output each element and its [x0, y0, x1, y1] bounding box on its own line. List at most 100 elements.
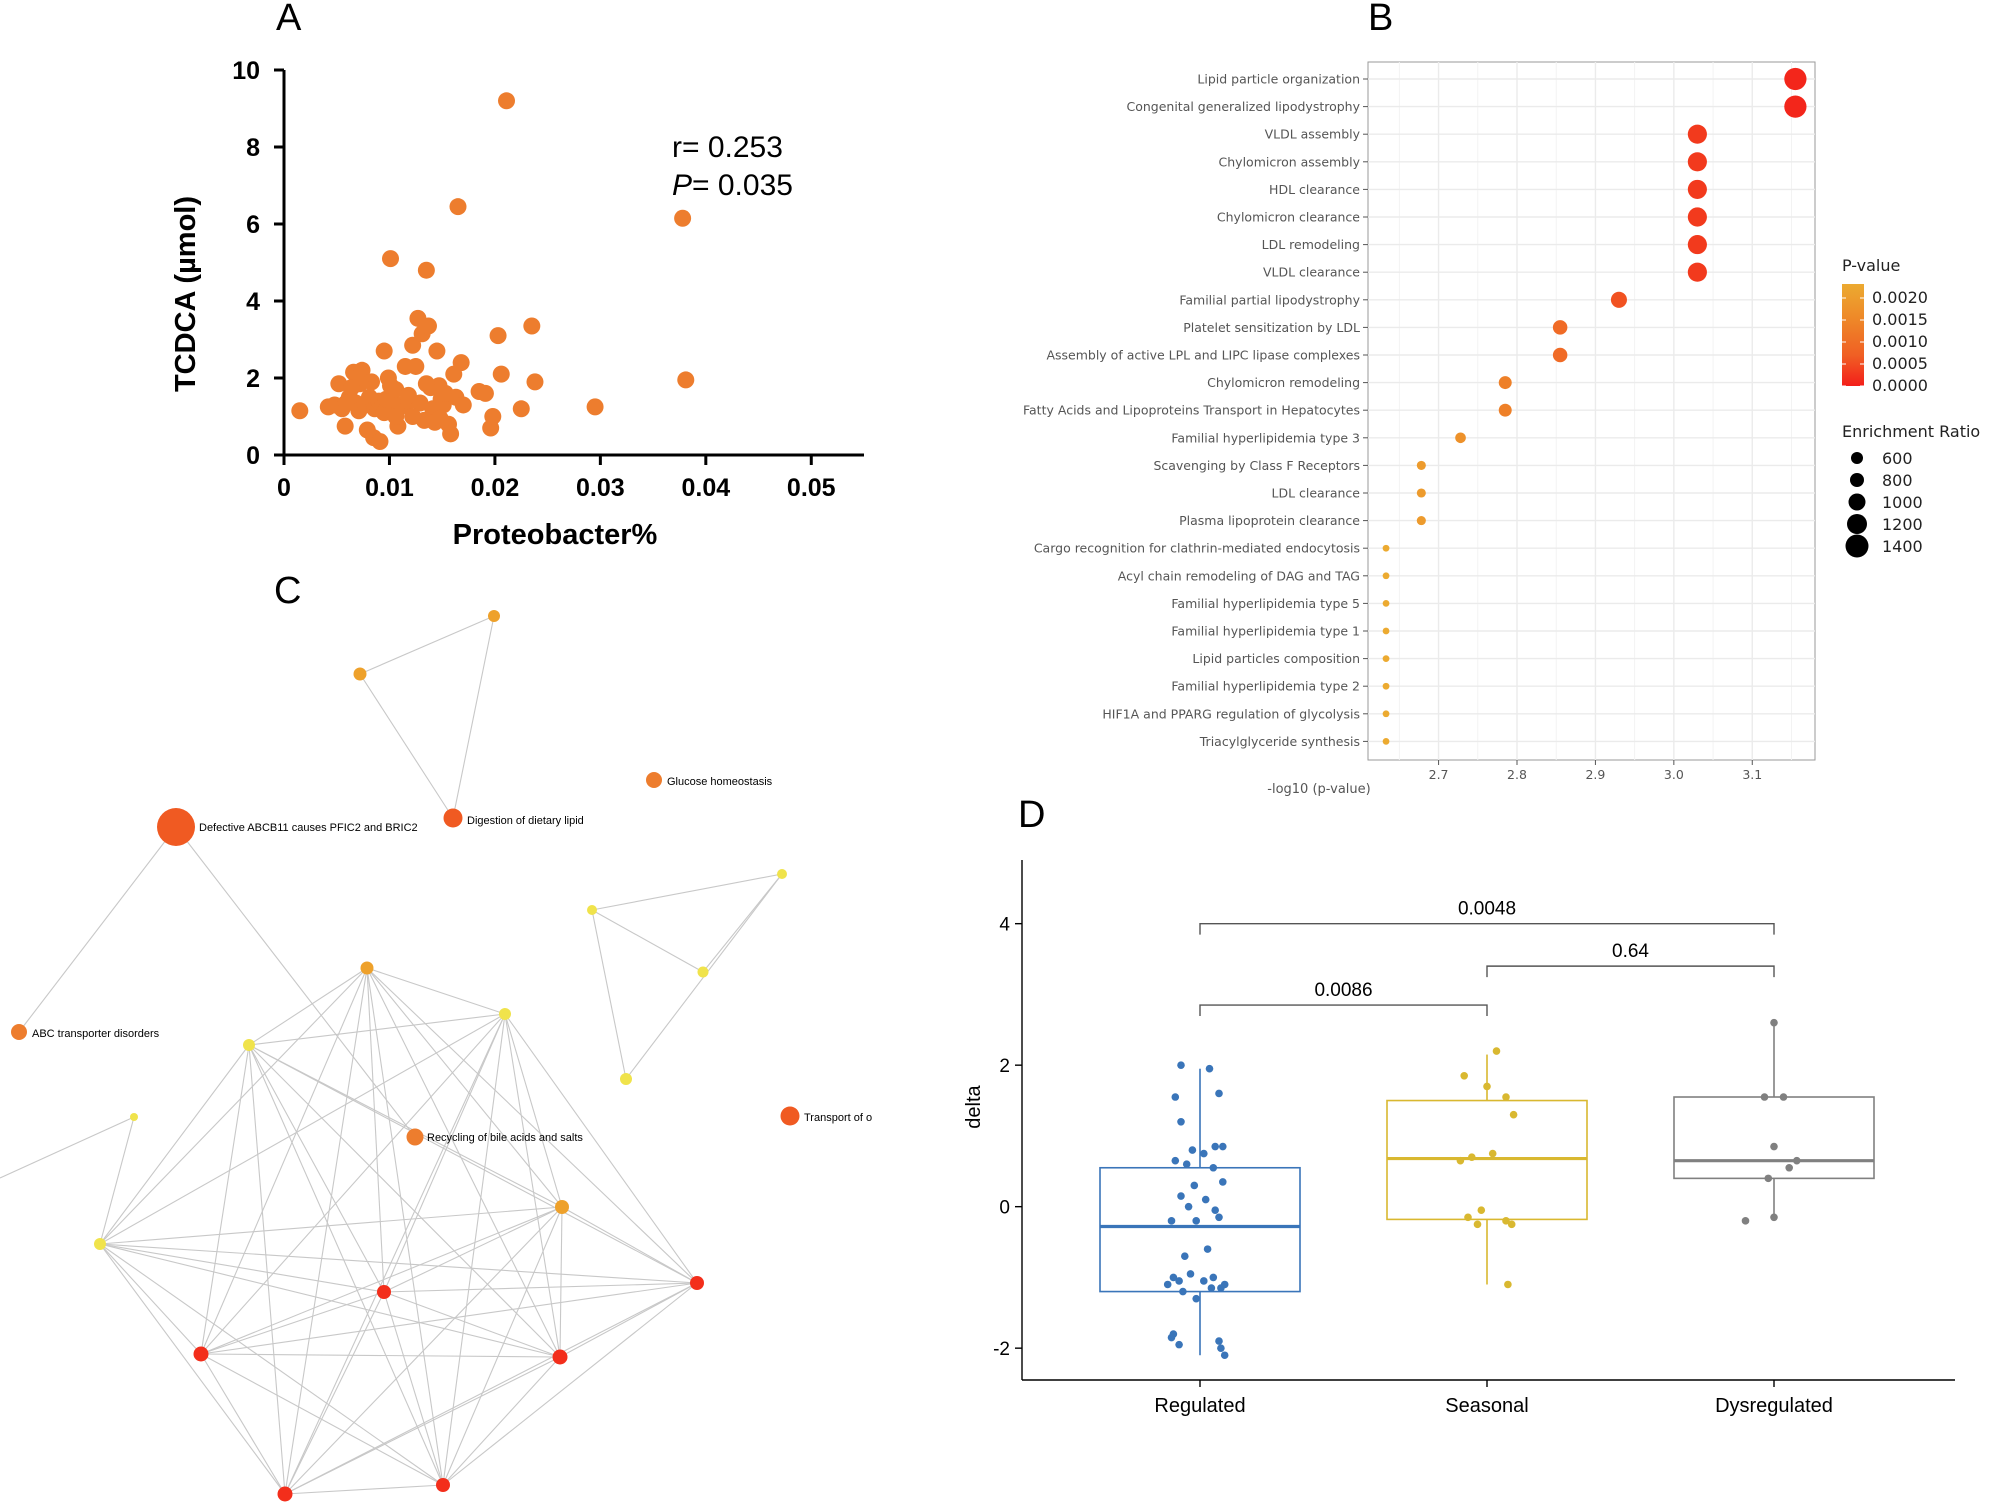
panel-d-point [1186, 1270, 1195, 1278]
panel-d-point [1163, 1280, 1172, 1289]
panel-d-point [1741, 1217, 1750, 1225]
panel-d-point [1220, 1351, 1229, 1360]
panel-d-point [1483, 1082, 1491, 1091]
panel-d-point [1192, 1217, 1200, 1225]
panel-b-legend-color-tick-label: 0.0000 [1872, 376, 1928, 395]
panel-d-point [1182, 1160, 1191, 1169]
network-edge [175, 826, 416, 1138]
network-node [587, 905, 597, 915]
panel-d-category-label: Regulated [1154, 1395, 1245, 1417]
network-edge [200, 1353, 286, 1495]
panel-b-point [1552, 320, 1568, 335]
network-edge [99, 1116, 135, 1245]
panel-d-ylabel: delta [963, 1084, 985, 1128]
panel-a-x-tick-label: 0.04 [681, 474, 730, 502]
network-edge [200, 1353, 444, 1486]
panel-b-legend-size-label: 600 [1882, 449, 1913, 468]
network-node [277, 1486, 293, 1502]
panel-d-point [1190, 1181, 1199, 1190]
panel-d-point [1770, 1142, 1778, 1151]
panel-b-point [1498, 403, 1512, 417]
network-edge [366, 967, 561, 1358]
panel-b-point [1382, 655, 1390, 662]
panel-d-point [1217, 1344, 1225, 1352]
panel-a-y-tick-label: 2 [246, 365, 260, 393]
panel-d-point [1507, 1220, 1516, 1229]
panel-d-point [1468, 1153, 1476, 1161]
panel-b-point [1687, 207, 1707, 227]
panel-d-bracket [1199, 1004, 1488, 1017]
panel-b-category-label: Scavenging by Class F Receptors [1153, 458, 1360, 473]
network-node [406, 1128, 424, 1146]
network-edge [559, 1206, 563, 1358]
network-node [697, 966, 709, 978]
panel-b-xlabel: -log10 (p-value) [1267, 782, 1370, 797]
network-node [690, 1276, 704, 1290]
panel-b-legend-size-dot [1848, 493, 1866, 511]
panel-b-point [1687, 262, 1707, 282]
network-edge [99, 1243, 698, 1284]
panel-d-point [1770, 1018, 1778, 1027]
panel-d-point [1764, 1174, 1773, 1183]
panel-a-xlabel: Proteobacter% [453, 519, 658, 551]
network-node [555, 1200, 569, 1214]
network-edge [366, 967, 563, 1208]
network-edge [366, 967, 385, 1293]
network-node [620, 1073, 632, 1085]
network-edge [366, 967, 506, 1015]
panel-a-point [291, 402, 309, 420]
network-edge [248, 1044, 444, 1486]
panel-a-point [452, 354, 470, 372]
panel-a-point [387, 408, 405, 425]
panel-d-point [1211, 1206, 1219, 1215]
panel-a-point [404, 408, 422, 425]
panel-b-category-label: Triacylglyceride synthesis [1199, 734, 1360, 749]
panel-b-category-label: Familial hyperlipidemia type 2 [1171, 679, 1360, 694]
panel-b-legend-size-label: 1400 [1882, 537, 1923, 556]
panel-b-point [1382, 544, 1390, 552]
network-edge [284, 1291, 385, 1495]
network-edge [99, 1243, 202, 1355]
panel-d-point [1209, 1163, 1218, 1172]
panel-d-point [1179, 1287, 1187, 1296]
panel-b-point [1416, 488, 1426, 498]
network-edge [383, 1291, 444, 1486]
panel-a-y-tick-label: 10 [232, 57, 260, 85]
network-label-abcb11: Defective ABCB11 causes PFIC2 and BRIC2 [199, 822, 418, 834]
panel-d-point [1502, 1217, 1510, 1225]
panel-b-legend-color-tick-label: 0.0005 [1872, 354, 1928, 373]
network-edge [248, 1013, 506, 1046]
panel-b-x-tick-label: 2.8 [1507, 767, 1527, 782]
panel-d-point [1181, 1252, 1189, 1260]
network-edge [200, 1044, 250, 1355]
panel-d-point [1201, 1195, 1210, 1204]
panel-d-y-tick-label: -2 [993, 1339, 1010, 1360]
panel-a-x-tick-label: 0.05 [787, 474, 836, 502]
network-edge [561, 1206, 698, 1284]
panel-b-point [1784, 95, 1807, 118]
panel-d-point [1169, 1273, 1178, 1282]
panel-d-point [1215, 1337, 1223, 1345]
panel-d-category-label: Dysregulated [1715, 1395, 1833, 1417]
panel-d-point [1177, 1117, 1185, 1126]
panel-a-x-tick-label: 0 [277, 474, 291, 502]
panel-a-point [428, 342, 446, 360]
panel-b-point [1610, 291, 1627, 308]
panel-b-category-label: Assembly of active LPL and LIPC lipase c… [1046, 348, 1360, 363]
panel-d-point [1488, 1149, 1497, 1158]
panel-a-y-tick-label: 0 [246, 442, 260, 470]
panel-a-point [375, 342, 393, 360]
network-edge [200, 967, 368, 1355]
panel-d-point [1207, 1284, 1216, 1292]
panel-a-stat-p: P= 0.035 [672, 169, 793, 202]
panel-d-box [1099, 1166, 1301, 1293]
panel-b-category-label: Congenital generalized lipodystrophy [1126, 99, 1360, 114]
network-edge [366, 967, 444, 1486]
panel-a-y-tick-label: 6 [246, 211, 260, 239]
panel-a-point [523, 317, 541, 335]
panel-b-point [1382, 738, 1390, 745]
network-node [377, 1285, 391, 1299]
network-edge [248, 967, 368, 1046]
panel-a-point [336, 417, 354, 435]
